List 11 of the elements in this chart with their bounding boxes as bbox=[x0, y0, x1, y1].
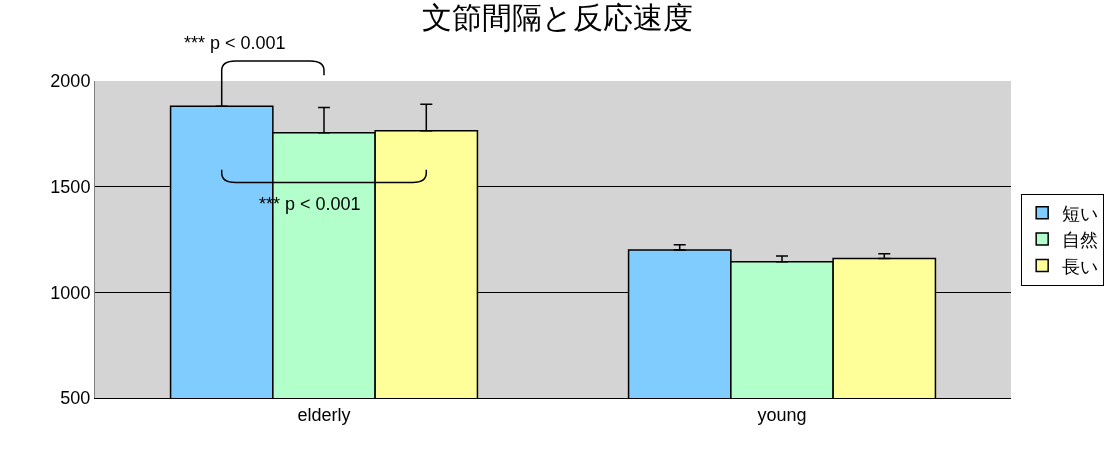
legend-label: 自然 bbox=[1062, 230, 1099, 251]
x-tick-label: elderly bbox=[297, 404, 351, 425]
x-tick-label: young bbox=[757, 404, 807, 425]
text: *** p < 0.001 bbox=[184, 33, 286, 53]
chart-title: 文節間隔と反応速度 bbox=[422, 0, 693, 34]
legend-label: 短い bbox=[1062, 203, 1099, 224]
y-tick-label: 1000 bbox=[50, 282, 91, 303]
y-tick-label: 2000 bbox=[50, 71, 91, 92]
legend-label: 長い bbox=[1062, 256, 1099, 277]
y-tick-label: 1500 bbox=[50, 176, 91, 197]
y-tick-label: 500 bbox=[60, 388, 91, 409]
